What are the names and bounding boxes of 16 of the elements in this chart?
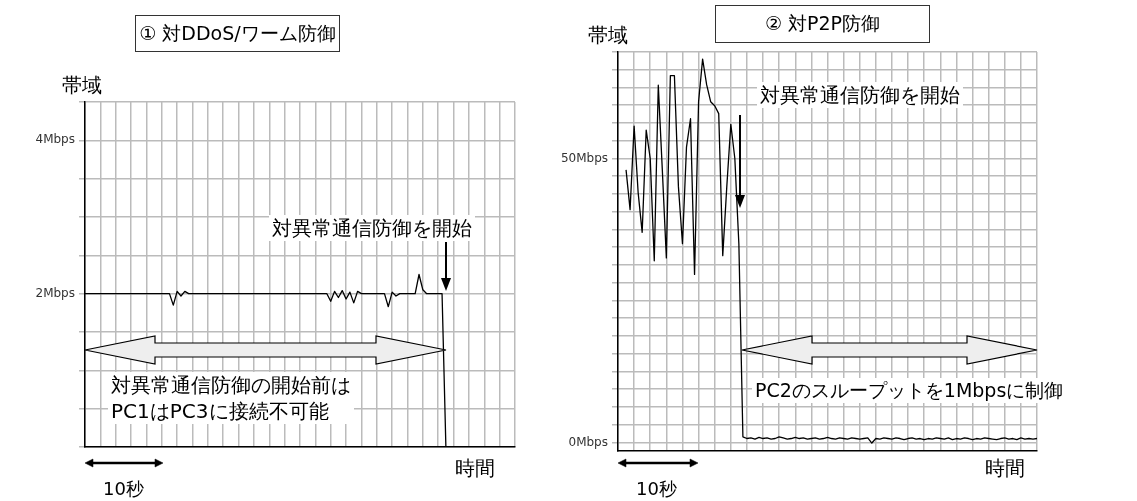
chart-title: ① 対DDoS/ワーム防御 [135, 15, 340, 52]
y-tick-label: 4Mbps [35, 132, 75, 147]
text: 10秒 [100, 477, 147, 501]
x-axis-title: 時間 [985, 455, 1025, 482]
annotation: 対異常通信防御を開始 [757, 82, 963, 108]
y-axis-title: 帯域 [62, 72, 102, 99]
y-tick-label: 0Mbps [568, 434, 608, 449]
annotation: PC2のスループットを1Mbpsに制御 [752, 378, 1067, 403]
text: 10秒 [633, 477, 680, 501]
y-axis-title: 帯域 [588, 22, 628, 49]
annotation: 対異常通信防御を開始 [269, 215, 475, 241]
x-axis-title: 時間 [455, 455, 495, 482]
y-tick-label: 2Mbps [35, 285, 75, 300]
chart-title: ② 対P2P防御 [715, 5, 930, 43]
annotation: 対異常通信防御の開始前は PC1はPC3に接続不可能 [108, 372, 354, 424]
y-tick-label: 50Mbps [560, 150, 608, 165]
